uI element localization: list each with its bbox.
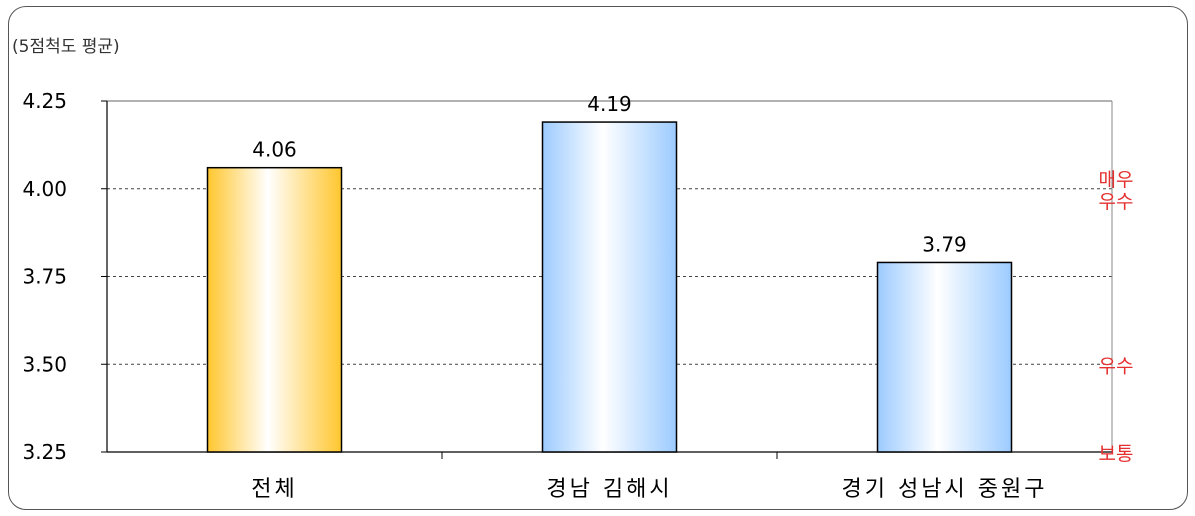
bar-2 — [541, 121, 678, 453]
category-label: 경기 성남시 중원구 — [842, 477, 1048, 502]
annotation-label: 우수 — [1099, 191, 1134, 213]
unit-label: (5점척도 평균) — [12, 37, 120, 57]
annotation-label: 매우 — [1099, 169, 1134, 191]
y-tick-label: 3.50 — [22, 352, 67, 376]
annotation-label: 보통 — [1099, 443, 1134, 465]
category-label: 전체 — [251, 477, 297, 502]
category-label: 경남 김해시 — [546, 477, 672, 502]
y-tick-label: 3.75 — [22, 265, 67, 289]
y-tick-label: 4.00 — [22, 177, 67, 201]
bar-1 — [206, 166, 343, 453]
value-label: 4.06 — [252, 138, 297, 162]
annotation-label: 우수 — [1099, 355, 1134, 377]
y-tick-label: 4.25 — [22, 89, 67, 113]
chart-frame — [8, 6, 1188, 510]
y-tick-label: 3.25 — [22, 440, 67, 464]
bar-3 — [876, 261, 1013, 453]
value-label: 3.79 — [922, 232, 967, 256]
value-label: 4.19 — [587, 92, 632, 116]
